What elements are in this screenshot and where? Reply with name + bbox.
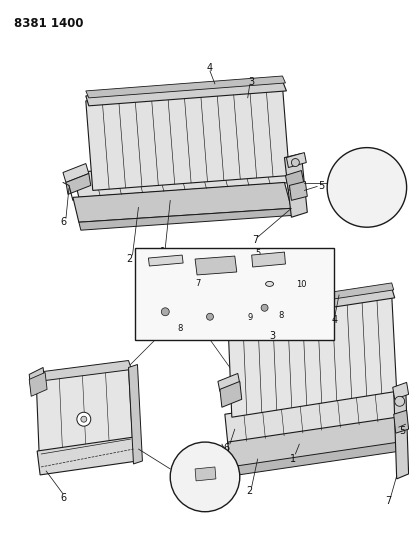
Polygon shape [73,158,291,197]
Polygon shape [148,255,183,266]
Text: 5: 5 [398,426,405,436]
Circle shape [291,158,299,166]
Polygon shape [195,467,216,481]
Polygon shape [66,173,90,195]
Circle shape [326,148,406,227]
Polygon shape [227,288,394,322]
Text: 8: 8 [177,324,182,333]
Circle shape [394,397,404,406]
Polygon shape [219,382,241,407]
Text: 3: 3 [248,77,254,87]
Text: 8381 1400: 8381 1400 [14,17,83,30]
Text: 7: 7 [385,496,391,506]
Polygon shape [36,367,132,454]
Text: 4: 4 [331,314,337,325]
Polygon shape [73,182,291,222]
Polygon shape [227,417,398,469]
Polygon shape [227,283,393,315]
Text: 10: 10 [295,280,306,289]
Polygon shape [128,365,142,464]
Circle shape [206,313,213,320]
Text: 5: 5 [317,181,324,191]
Text: 2: 2 [246,486,252,496]
Text: 3: 3 [269,330,275,341]
Text: 1: 1 [160,247,166,257]
Polygon shape [393,410,408,433]
Polygon shape [63,164,89,182]
Polygon shape [85,81,286,106]
Circle shape [161,308,169,316]
Polygon shape [217,374,239,391]
Text: 9: 9 [247,313,252,322]
Polygon shape [29,373,47,397]
Polygon shape [36,360,131,382]
Text: 2: 2 [126,254,133,264]
Polygon shape [227,295,396,417]
Text: 6: 6 [60,217,66,227]
Circle shape [261,304,267,311]
Text: 6: 6 [60,493,66,503]
Polygon shape [393,384,408,479]
Text: 4: 4 [207,63,213,73]
Text: 12: 12 [217,456,226,465]
Polygon shape [289,181,307,200]
Text: 1: 1 [290,454,296,464]
Polygon shape [285,171,303,190]
Ellipse shape [265,281,273,286]
Polygon shape [79,208,294,230]
Circle shape [76,412,90,426]
Polygon shape [229,442,400,476]
Polygon shape [37,437,137,475]
Polygon shape [286,152,306,167]
Text: 7: 7 [252,235,258,245]
Circle shape [81,416,87,422]
Bar [135,248,333,340]
Polygon shape [251,252,285,267]
Text: 8: 8 [278,311,283,320]
Polygon shape [195,256,236,275]
Polygon shape [85,86,289,190]
Text: 6: 6 [223,443,229,453]
Text: 5: 5 [254,248,260,257]
Polygon shape [284,154,307,217]
Text: 7: 7 [195,279,200,288]
Text: 11: 11 [378,159,388,168]
Polygon shape [224,389,396,444]
Polygon shape [29,367,45,392]
Polygon shape [85,76,285,98]
Circle shape [170,442,239,512]
Polygon shape [392,382,408,399]
